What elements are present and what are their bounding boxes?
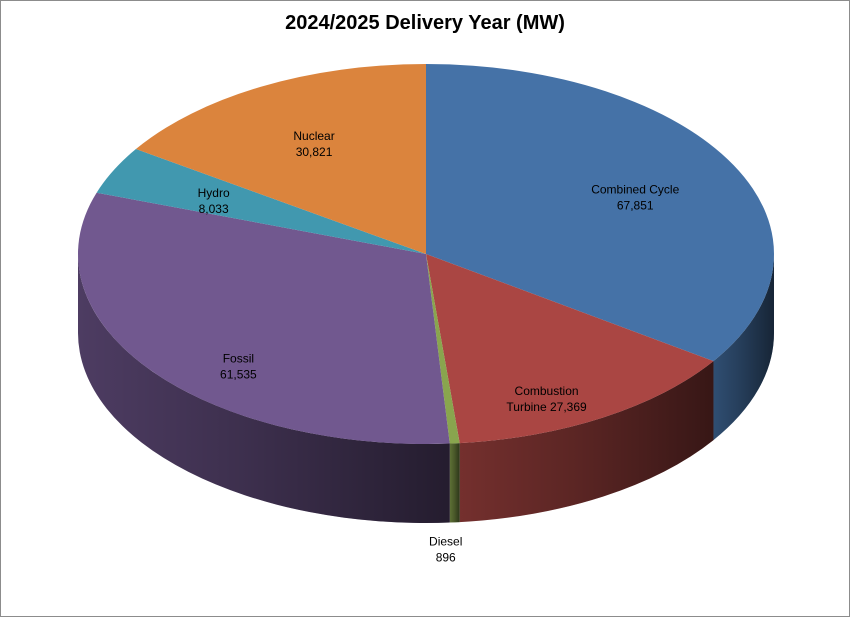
slice-combined-cycle (426, 64, 774, 362)
data-label-fossil: Fossil 61,535 (220, 352, 257, 382)
slice-side-shade-fossil (78, 254, 450, 523)
slice-combustion (426, 254, 714, 444)
data-label-combined-cycle: Combined Cycle 67,851 (591, 183, 679, 213)
data-label-diesel: Diesel 896 (429, 534, 462, 564)
slice-side-shade-combustion (459, 361, 714, 523)
data-label-nuclear: Nuclear 30,821 (293, 129, 334, 159)
data-label-combustion: Combustion Turbine 27,369 (506, 384, 587, 414)
chart-title: 2024/2025 Delivery Year (MW) (285, 12, 565, 34)
slice-nuclear (135, 64, 426, 254)
slice-side-shade-diesel (449, 443, 460, 523)
data-label-hydro: Hydro 8,033 (198, 186, 230, 216)
slice-diesel (426, 254, 460, 444)
slice-side-shade-combined-cycle (713, 254, 774, 441)
slice-hydro (96, 149, 426, 254)
slice-fossil (78, 192, 450, 444)
